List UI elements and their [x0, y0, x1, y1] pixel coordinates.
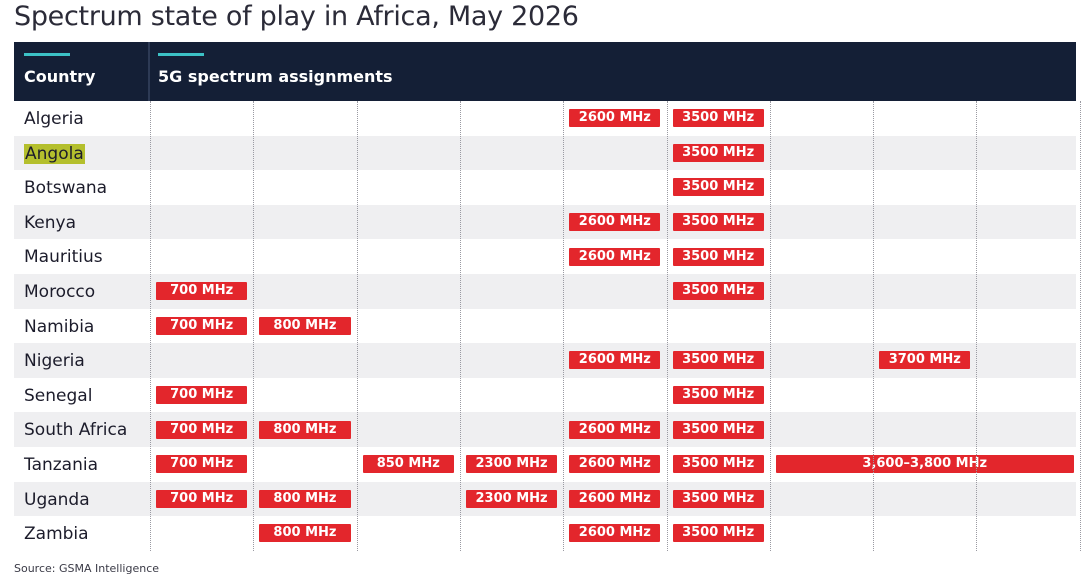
table-row: South Africa 700 MHz 800 MHz 2600 MHz 3500 M… [14, 412, 1076, 447]
spectrum-band-badge: 2600 MHz [569, 455, 661, 474]
country-label: Algeria [24, 101, 84, 136]
country-label: South Africa [24, 412, 127, 447]
header-divider [148, 42, 150, 101]
spectrum-band-badge: 2600 MHz [569, 109, 661, 128]
table-row: Angola 3500 MHz [14, 135, 1076, 171]
country-header-accent [24, 53, 70, 56]
country-label-text: Kenya [24, 212, 77, 233]
spectrum-band-badge: 2300 MHz [465, 489, 558, 508]
chart-title: Spectrum state of play in Africa, May 20… [14, 1, 579, 32]
country-header-label: Country [24, 67, 96, 86]
spectrum-band-badge: 3500 MHz [672, 455, 764, 474]
spectrum-band-badge: 700 MHz [156, 282, 248, 301]
spectrum-band-badge: 3500 MHz [672, 524, 764, 543]
country-label: Angola [24, 136, 85, 171]
country-label-text: Namibia [24, 316, 95, 337]
table-row: Botswana 3500 MHz [14, 170, 1076, 205]
column-separator [459, 101, 461, 551]
spectrum-band-badge: 2600 MHz [569, 524, 661, 543]
assignments-header-accent [158, 53, 204, 56]
country-label: Namibia [24, 309, 94, 344]
spectrum-band-badge: 2600 MHz [569, 489, 661, 508]
spectrum-band-badge: 3500 MHz [672, 282, 764, 301]
spectrum-band-badge: 700 MHz [156, 316, 248, 335]
column-separator [666, 101, 668, 551]
column-separator [563, 101, 565, 551]
country-label: Botswana [24, 170, 107, 205]
spectrum-band-badge: 2600 MHz [569, 213, 661, 232]
country-label: Mauritius [24, 239, 103, 274]
spectrum-band-badge: 2600 MHz [569, 247, 661, 266]
country-label-text: Morocco [24, 282, 96, 302]
column-separator [356, 101, 358, 551]
spectrum-band-badge: 850 MHz [362, 455, 454, 474]
spectrum-band-badge: 700 MHz [156, 455, 248, 474]
column-separator [150, 101, 151, 551]
spectrum-band-badge: 2600 MHz [569, 420, 661, 439]
table-row: Uganda 700 MHz 800 MHz 2300 MHz 2600 MHz 3500… [14, 481, 1076, 517]
country-label-text: Botswana [24, 178, 108, 199]
country-label: Zambia [24, 516, 89, 551]
column-separator [976, 101, 978, 551]
spectrum-band-badge: 3500 MHz [672, 420, 764, 439]
spectrum-band-badge: 800 MHz [259, 420, 351, 439]
country-label-text: Uganda [24, 489, 90, 510]
table-row: Senegal 700 MHz 3500 MHz [14, 378, 1076, 413]
spectrum-band-badge: 3500 MHz [672, 489, 764, 508]
spectrum-band-badge: 3500 MHz [672, 247, 764, 266]
spectrum-band-badge: 3500 MHz [672, 351, 764, 370]
country-label-text: Mauritius [24, 247, 103, 268]
spectrum-band-badge: 700 MHz [156, 420, 248, 439]
column-separator [873, 101, 875, 551]
spectrum-band-badge: 2600 MHz [569, 351, 661, 370]
table-row: Nigeria 2600 MHz 3500 MHz 3700 MHz [14, 343, 1076, 378]
spectrum-band-badge: 3500 MHz [672, 109, 764, 128]
spectrum-band-badge: 700 MHz [156, 489, 248, 508]
spectrum-band-badge: 3500 MHz [672, 386, 764, 405]
source-note: Source: GSMA Intelligence [14, 562, 160, 575]
assignments-header-label: 5G spectrum assignments [158, 67, 393, 86]
spectrum-band-badge: 800 MHz [259, 489, 351, 508]
table-row: Tanzania 700 MHz 850 MHz 2300 MHz 2600 MHz 35… [14, 447, 1076, 482]
country-label: Senegal [24, 378, 92, 413]
country-label-text: Senegal [24, 385, 93, 406]
country-label-text: Angola [24, 143, 85, 164]
column-separator [253, 101, 255, 551]
table-row: Zambia 800 MHz 2600 MHz 3500 MHz [14, 516, 1076, 551]
table-row: Algeria 2600 MHz 3500 MHz [14, 101, 1076, 136]
country-label: Kenya [24, 205, 76, 240]
table-row: Namibia 700 MHz 800 MHz [14, 309, 1076, 344]
country-label-text: Zambia [24, 524, 89, 545]
spectrum-band-badge: 2300 MHz [465, 455, 558, 474]
table-row: Mauritius 2600 MHz 3500 MHz [14, 239, 1076, 274]
spectrum-band-badge: 3500 MHz [672, 213, 764, 232]
spectrum-band-badge: 3700 MHz [879, 351, 971, 370]
country-label-text: Tanzania [24, 455, 99, 475]
table-header: Country 5G spectrum assignments [14, 42, 1076, 101]
spectrum-band-badge: 700 MHz [156, 386, 248, 405]
country-label: Tanzania [24, 447, 98, 482]
spectrum-band-badge: 3500 MHz [672, 178, 764, 197]
country-label-text: South Africa [24, 420, 128, 441]
country-label-text: Nigeria [24, 351, 85, 372]
spectrum-band-badge: 3500 MHz [672, 143, 764, 162]
spectrum-band-badge: 800 MHz [259, 524, 351, 543]
spectrum-band-badge: 3,600–3,800 MHz [775, 455, 1074, 474]
spectrum-band-badge: 800 MHz [259, 316, 351, 335]
country-label: Uganda [24, 482, 90, 517]
country-label: Nigeria [24, 343, 85, 378]
table-row: Kenya 2600 MHz 3500 MHz [14, 204, 1076, 240]
country-label: Morocco [24, 274, 95, 309]
country-label-text: Algeria [24, 109, 84, 129]
table-row: Morocco 700 MHz 3500 MHz [14, 274, 1076, 309]
column-separator [1079, 101, 1081, 551]
column-separator [769, 101, 771, 551]
